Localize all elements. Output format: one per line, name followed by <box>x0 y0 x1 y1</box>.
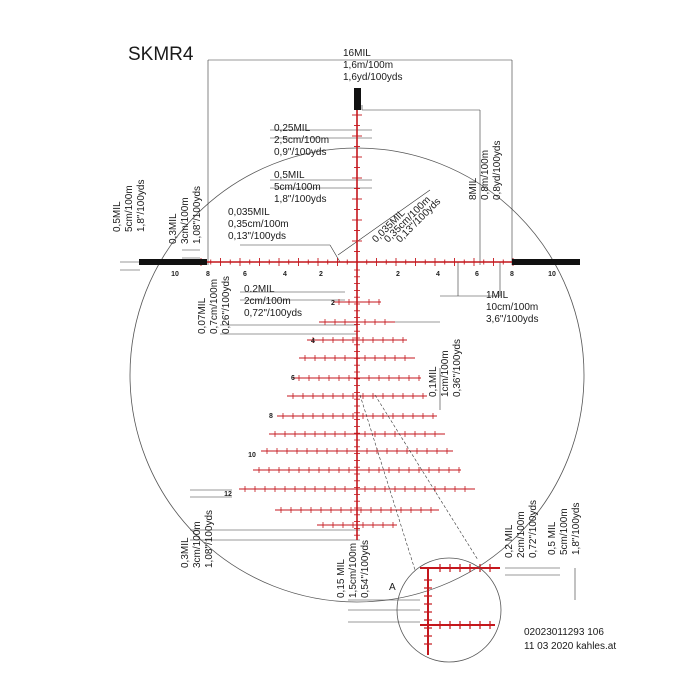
mil-02-line-3: 0,72"/100yds <box>244 308 302 319</box>
bottom-03-line-3: 1,08"/100yds <box>204 510 215 568</box>
left-03-line-1: 0,3MIL <box>168 213 179 244</box>
mil-025-line-2: 2,5cm/100m <box>274 135 329 146</box>
black-posts <box>139 88 580 265</box>
mil-05-top-line-1: 0,5MIL <box>274 170 305 181</box>
left-05-line-1: 0,5MIL <box>112 201 123 232</box>
mil-01-line-2: 1cm/100m <box>440 350 451 397</box>
left-scale-number: 10 <box>171 271 179 278</box>
detail-leader-left <box>359 394 416 571</box>
detail-circle <box>396 557 502 663</box>
right-scale-number: 10 <box>548 271 556 278</box>
detail-05-line-2: 5cm/100m <box>559 508 570 555</box>
detail-02-line-3: 0,72"/100yds <box>528 500 539 558</box>
left-scale-number: 6 <box>243 271 247 278</box>
left-0035-line-1: 0,035MIL <box>228 207 270 218</box>
bottom-015-line-3: 0,54"/100yds <box>360 540 371 598</box>
mil-025-line-3: 0,9"/100yds <box>274 147 326 158</box>
detail-leader-right <box>374 394 479 561</box>
left-post <box>139 259 207 265</box>
drop-scale-number: 6 <box>291 375 295 382</box>
mil-02-line-1: 0.2MIL <box>244 284 275 295</box>
detail-label: A <box>389 582 396 593</box>
mil-01-line-1: 0,1MIL <box>428 366 439 397</box>
mil-8-line-2: 0,8m/100m <box>480 150 491 200</box>
right-scale-number: 4 <box>436 271 440 278</box>
right-scale-number: 8 <box>510 271 514 278</box>
bottom-03-line-1: 0,3MIL <box>180 537 191 568</box>
top-post <box>354 88 361 110</box>
mil-1-line-3: 3,6"/100yds <box>486 314 538 325</box>
drop-scale-number: 4 <box>311 338 315 345</box>
top-span-line-3: 1,6yd/100yds <box>343 72 403 83</box>
left-05-line-2: 5cm/100m <box>124 185 135 232</box>
right-scale-number: 2 <box>396 271 400 278</box>
left-scale-number: 4 <box>283 271 287 278</box>
left-scale-number: 2 <box>319 271 323 278</box>
bottom-03-line-2: 3cm/100m <box>192 521 203 568</box>
mil-1-line-1: 1MIL <box>486 290 509 301</box>
detail-02-line-2: 2cm/100m <box>516 511 527 558</box>
dimension-line <box>337 189 431 256</box>
red-reticle <box>200 110 514 655</box>
annotation-texts: 10 8 6 4 2 2 4 6 8 10 2 4 6 8 10 12 16MIL1,6m/100m1,6yd/… <box>112 48 616 652</box>
left-007-line-2: 0,7cm/100m <box>209 279 220 334</box>
mil-01-line-3: 0,36"/100yds <box>452 339 463 397</box>
drop-scale-number: 8 <box>269 413 273 420</box>
top-span-line-2: 1,6m/100m <box>343 60 393 71</box>
dimension-lines <box>120 59 576 623</box>
left-scale-number: 8 <box>206 271 210 278</box>
dimension-line <box>329 244 341 263</box>
left-05-line-3: 1,8"/100yds <box>136 180 147 232</box>
bottom-015-line-2: 1,5cm/100m <box>348 543 359 598</box>
mil-8-line-3: 0,8yd/100yds <box>492 141 503 201</box>
left-007-line-3: 0,26"/100yds <box>221 276 232 334</box>
left-03-line-3: 1,08"/100yds <box>192 186 203 244</box>
mil-1-line-2: 10cm/100m <box>486 302 538 313</box>
mil-05-top-line-2: 5cm/100m <box>274 182 321 193</box>
detail-02-line-1: 0,2 MIL <box>504 524 515 558</box>
left-0035-line-3: 0,13"/100yds <box>228 231 286 242</box>
right-post <box>512 259 580 265</box>
top-span-line-1: 16MIL <box>343 48 371 59</box>
mil-8-line-1: 8MIL <box>468 177 479 200</box>
mil-05-top-line-3: 1,8"/100yds <box>274 194 326 205</box>
footer-date: 11 03 2020 kahles.at <box>524 641 616 652</box>
detail-05-line-3: 1,8"/100yds <box>571 503 582 555</box>
detail-05-line-1: 0,5 MIL <box>547 521 558 555</box>
drop-scale-number: 10 <box>248 452 256 459</box>
footer-code: 02023011293 106 <box>524 627 604 638</box>
drop-scale-number: 2 <box>331 300 335 307</box>
reticle-title: SKMR4 <box>128 44 194 65</box>
left-007-line-1: 0,07MIL <box>197 297 208 334</box>
bottom-015-line-1: 0,15 MIL <box>336 559 347 598</box>
drop-scale-number: 12 <box>224 491 232 498</box>
right-scale-number: 6 <box>475 271 479 278</box>
left-03-line-2: 3cm/100m <box>180 197 191 244</box>
left-0035-line-2: 0,35cm/100m <box>228 219 289 230</box>
mil-025-line-1: 0,25MIL <box>274 123 311 134</box>
mil-02-line-2: 2cm/100m <box>244 296 291 307</box>
